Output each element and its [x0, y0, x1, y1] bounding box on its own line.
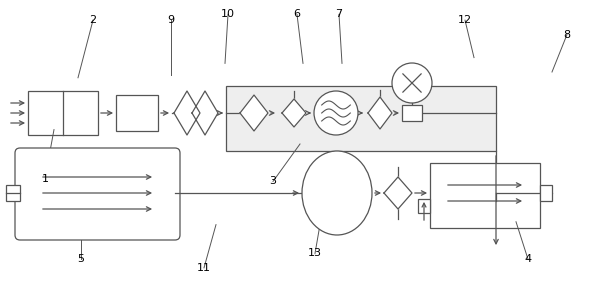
Polygon shape — [384, 177, 412, 209]
Text: 6: 6 — [293, 10, 301, 19]
Text: 13: 13 — [308, 249, 322, 258]
Text: 4: 4 — [524, 254, 532, 264]
Bar — [116, 95, 158, 131]
Text: 10: 10 — [221, 10, 235, 19]
Text: 2: 2 — [89, 15, 97, 25]
Bar — [226, 86, 496, 151]
Text: 11: 11 — [197, 263, 211, 273]
Text: 1: 1 — [41, 174, 49, 183]
Text: 8: 8 — [563, 30, 571, 39]
Bar — [6, 185, 20, 201]
Text: 5: 5 — [77, 254, 85, 264]
Polygon shape — [282, 99, 306, 127]
FancyBboxPatch shape — [15, 148, 180, 240]
Bar — [418, 199, 430, 213]
Text: 3: 3 — [269, 177, 277, 186]
Text: 9: 9 — [167, 15, 175, 25]
Polygon shape — [368, 97, 392, 129]
Bar — [28, 91, 98, 135]
Bar — [430, 163, 540, 228]
Circle shape — [314, 91, 358, 135]
Polygon shape — [174, 91, 200, 135]
Circle shape — [392, 63, 432, 103]
Bar — [540, 185, 552, 201]
Bar — [402, 105, 422, 121]
Text: 12: 12 — [458, 15, 472, 25]
Polygon shape — [240, 95, 268, 131]
Text: 7: 7 — [335, 10, 343, 19]
Polygon shape — [192, 91, 218, 135]
Ellipse shape — [302, 151, 372, 235]
